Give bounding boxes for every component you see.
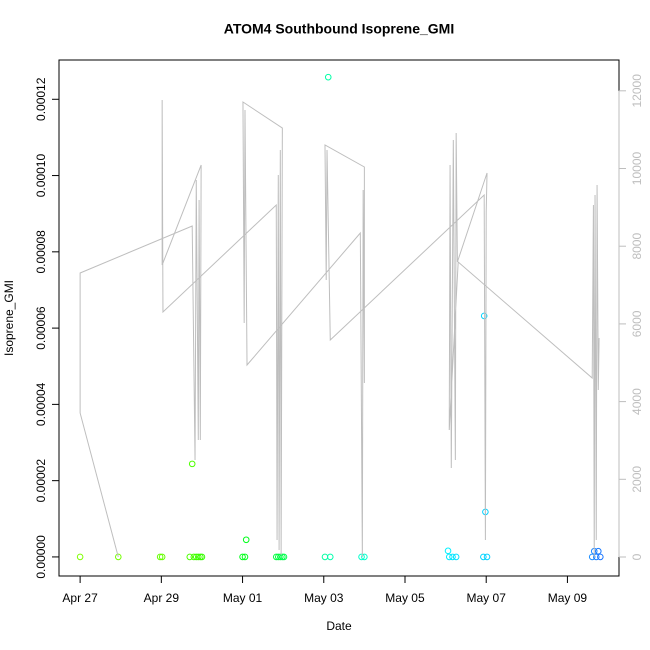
y-axis-label: Isoprene_GMI: [2, 280, 16, 356]
point: [444, 547, 452, 555]
y2-tick-label: 12000: [630, 74, 644, 108]
point: [483, 553, 491, 561]
point: [361, 553, 368, 561]
y-tick-label: 0.00000: [34, 535, 48, 579]
y-tick-label: 0.00006: [34, 306, 48, 350]
point: [449, 553, 456, 561]
line: [79, 100, 600, 558]
x-tick-label: May 01: [223, 591, 263, 605]
y2-tick-label: 2000: [630, 466, 644, 493]
point: [186, 553, 194, 561]
y-tick-label: 0.00010: [34, 154, 48, 198]
point: [588, 553, 596, 561]
point: [445, 553, 453, 561]
y2-tick-label: 6000: [630, 310, 644, 337]
x-axis-label: Date: [326, 619, 352, 633]
point: [480, 553, 487, 561]
point: [452, 553, 460, 561]
x-tick-label: May 05: [385, 591, 425, 605]
point: [114, 553, 122, 561]
x-tick-label: May 07: [467, 591, 507, 605]
point: [158, 553, 166, 561]
x-tick-label: May 03: [304, 591, 344, 605]
point: [592, 553, 600, 561]
point: [324, 73, 332, 81]
x-tick-label: Apr 29: [144, 591, 180, 605]
point: [190, 553, 198, 561]
point: [156, 553, 164, 561]
point: [188, 460, 196, 468]
point: [239, 553, 246, 561]
point: [280, 553, 288, 561]
point: [76, 553, 84, 561]
y-tick-label: 0.00002: [34, 459, 48, 503]
chart-title: ATOM4 Southbound Isoprene_GMI: [224, 21, 454, 37]
y2-tick-label: 10000: [630, 151, 644, 185]
point: [326, 553, 334, 561]
point: [597, 553, 604, 561]
point: [198, 553, 206, 561]
point: [277, 553, 284, 561]
point: [194, 553, 202, 561]
x-tick-label: Apr 27: [62, 591, 98, 605]
point: [594, 547, 602, 555]
y2-tick-label: 0: [630, 553, 644, 560]
y-tick-label: 0.00004: [34, 382, 48, 426]
point: [358, 553, 365, 561]
x-tick-label: May 09: [548, 591, 588, 605]
point: [241, 553, 249, 561]
y-tick-label: 0.00012: [34, 77, 48, 121]
y2-tick-label: 8000: [630, 233, 644, 260]
y2-tick-label: 4000: [630, 388, 644, 415]
point: [242, 536, 250, 544]
y-tick-label: 0.00008: [34, 230, 48, 274]
